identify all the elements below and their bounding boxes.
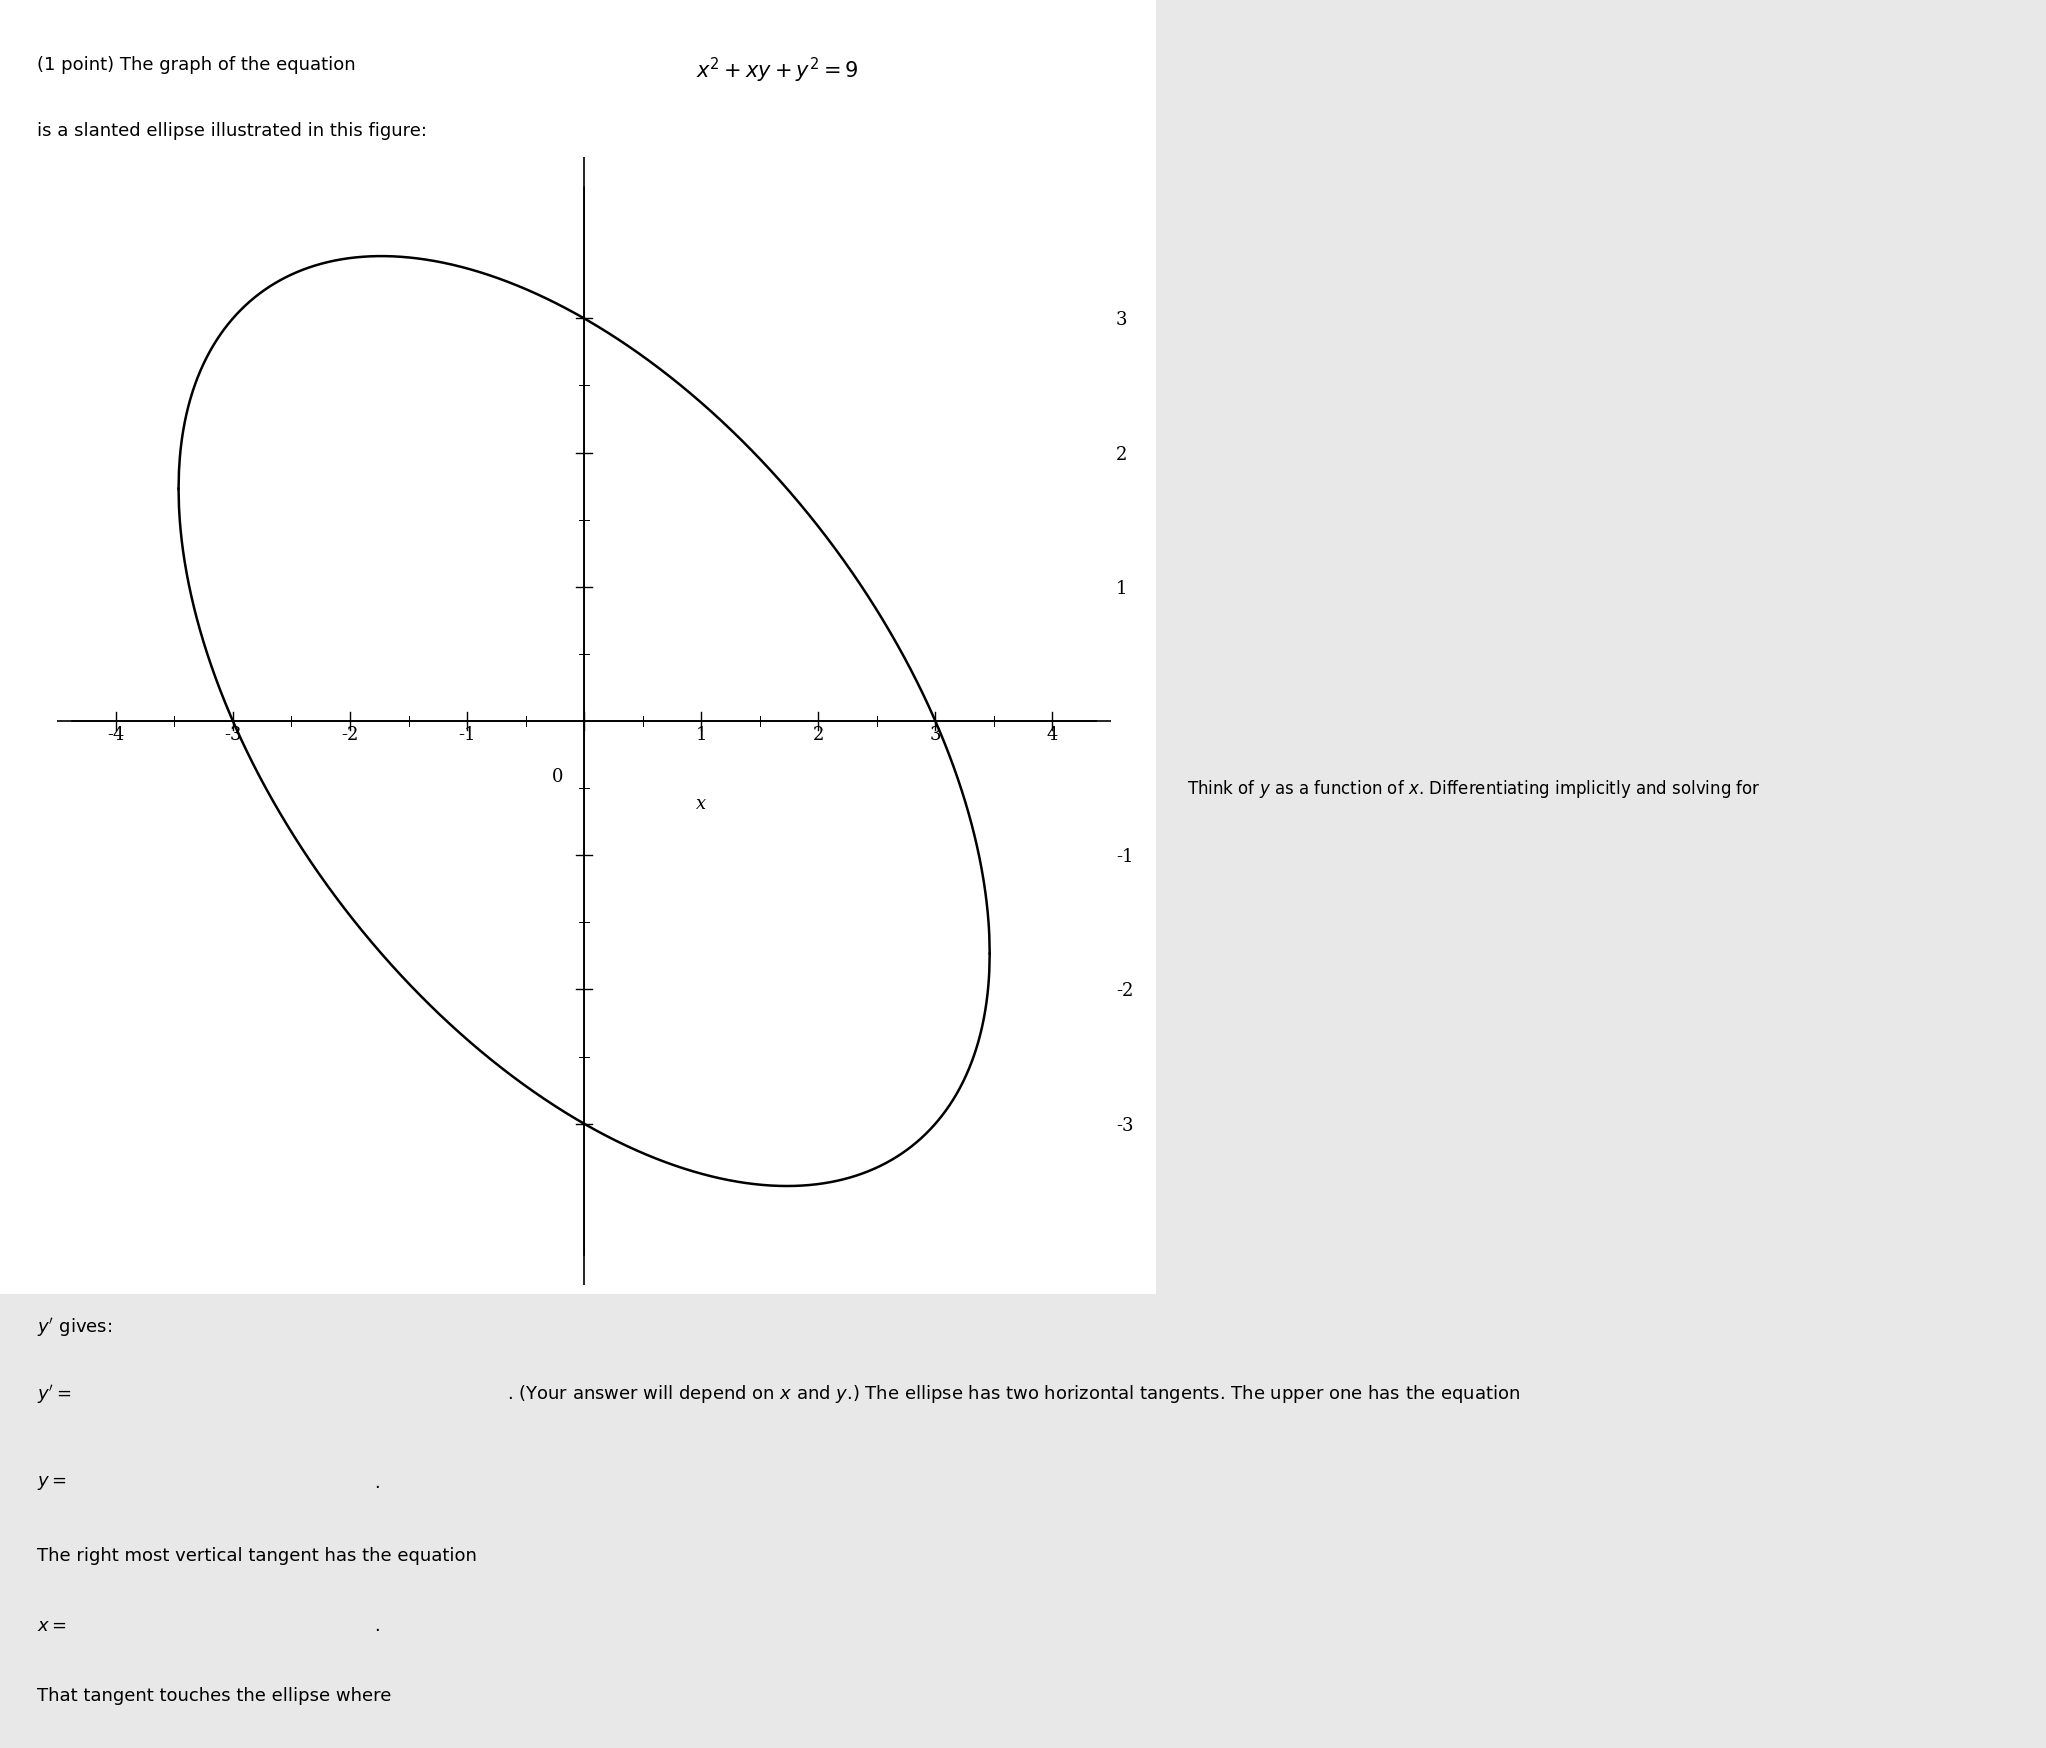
Text: is a slanted ellipse illustrated in this figure:: is a slanted ellipse illustrated in this… <box>37 122 428 140</box>
Text: (1 point) The graph of the equation: (1 point) The graph of the equation <box>37 56 356 73</box>
Text: 0: 0 <box>552 767 563 787</box>
Text: $y' =$: $y' =$ <box>37 1383 72 1405</box>
Text: . (Your answer will depend on $x$ and $y$.) The ellipse has two horizontal tange: . (Your answer will depend on $x$ and $y… <box>507 1383 1520 1405</box>
Text: x: x <box>696 795 706 813</box>
Text: $y =$: $y =$ <box>37 1474 68 1491</box>
Text: That tangent touches the ellipse where: That tangent touches the ellipse where <box>37 1687 391 1704</box>
Text: .: . <box>374 1617 381 1634</box>
Text: $x =$: $x =$ <box>37 1617 68 1634</box>
Text: The right most vertical tangent has the equation: The right most vertical tangent has the … <box>37 1547 477 1564</box>
Text: $x^2 + xy + y^2 = 9$: $x^2 + xy + y^2 = 9$ <box>696 56 859 86</box>
Text: .: . <box>374 1474 381 1491</box>
Text: Think of $y$ as a function of $x$. Differentiating implicitly and solving for: Think of $y$ as a function of $x$. Diffe… <box>1187 778 1760 801</box>
Text: $y'$ gives:: $y'$ gives: <box>37 1316 113 1339</box>
